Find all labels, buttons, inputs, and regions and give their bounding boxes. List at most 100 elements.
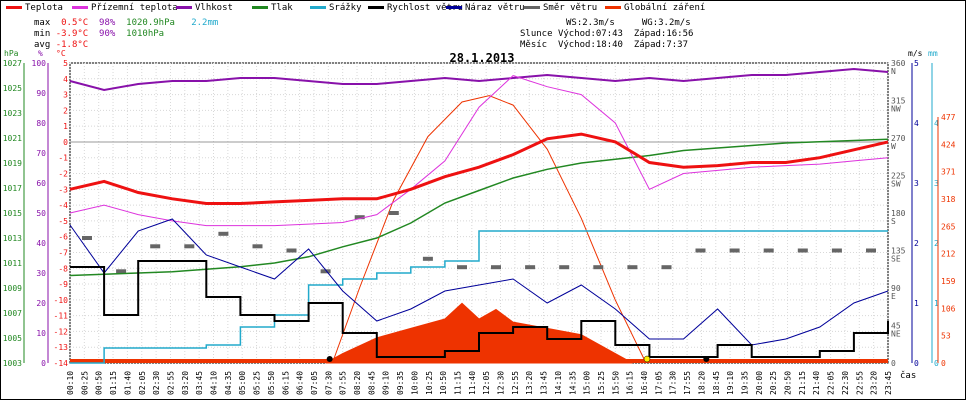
tick-label-pct: 40: [36, 239, 46, 248]
tick-label-ms: 2: [914, 239, 919, 248]
legend-swatch: [176, 6, 192, 9]
moonrise-marker: [703, 356, 710, 362]
tick-label-x: 19:35: [740, 371, 749, 395]
tick-label-dir: SW: [891, 180, 901, 189]
legend-item: Srážky: [310, 3, 362, 13]
tick-label-dir: 270: [891, 134, 906, 143]
tick-label-x: 07:05: [310, 371, 319, 395]
x-axis-label: čas: [900, 370, 916, 381]
tick-label-x: 18:45: [712, 371, 721, 395]
tick-label-x: 10:00: [410, 371, 419, 395]
tick-label-hpa: 1007: [3, 309, 22, 318]
wind-direction-mark: [627, 265, 638, 270]
stats-max-row: max 0.5°C 98% 1020.9hPa 2.2mm: [34, 18, 218, 28]
tick-label-x: 17:55: [683, 371, 692, 395]
tick-label-x: 03:20: [181, 371, 190, 395]
tick-label-hpa: 1005: [3, 334, 22, 343]
tick-label-x: 04:10: [210, 371, 219, 395]
sunset-marker: [643, 355, 651, 363]
min-pressure: 1010hPa: [126, 29, 165, 39]
tick-label-hpa: 1027: [3, 59, 22, 68]
ws-value: WS:2.3m/s: [566, 18, 615, 28]
tick-label-x: 12:30: [497, 371, 506, 395]
tick-label-ms: 4: [914, 119, 919, 128]
tick-label-hpa: 1017: [3, 184, 22, 193]
wind-direction-mark: [150, 244, 161, 249]
tick-label-dir: SE: [891, 255, 901, 264]
moon-rise: Východ:18:40: [557, 40, 623, 50]
tick-label-x: 17:30: [669, 371, 678, 395]
legend-item: Přízemní teplota: [72, 3, 178, 13]
wind-direction-mark: [354, 215, 365, 220]
series-ground-temp: [69, 75, 889, 227]
legend-item: Vlhkost: [176, 3, 233, 13]
wind-direction-mark: [491, 265, 501, 270]
wind-direction-mark: [218, 231, 229, 236]
stats-avg-row: avg -1.8°C: [34, 40, 88, 50]
tick-label-x: 17:05: [654, 371, 663, 395]
tick-label-hpa: 1021: [3, 134, 22, 143]
wind-direction-mark: [559, 265, 570, 270]
tick-label-x: 08:20: [353, 371, 362, 395]
tick-label-ms: 3: [914, 179, 919, 188]
max-humidity: 98%: [99, 18, 116, 28]
tick-label-x: 01:15: [109, 371, 118, 395]
tick-label-dir: 90: [891, 284, 901, 293]
tick-label-x: 21:40: [812, 371, 821, 395]
avg-label: avg: [34, 40, 51, 50]
tick-label-x: 16:15: [626, 371, 635, 395]
series-temperature: [69, 132, 889, 205]
tick-label-temp: -12: [54, 327, 69, 336]
series-wind-speed: [70, 260, 889, 358]
axis-label-pct: %: [38, 49, 43, 58]
series-rain: [70, 230, 888, 364]
wg-value: WG:3.2m/s: [641, 18, 691, 28]
tick-label-mm: 0: [934, 359, 939, 368]
tick-label-x: 12:05: [482, 371, 491, 395]
tick-label-hpa: 1011: [3, 259, 22, 268]
legend-item: Tlak: [252, 3, 293, 13]
tick-label-x: 14:35: [568, 371, 577, 395]
tick-label-rad: 159: [941, 277, 956, 286]
tick-label-x: 18:20: [697, 371, 706, 395]
legend-swatch: [524, 6, 540, 9]
tick-label-rad: 265: [941, 222, 956, 231]
tick-label-temp: 1: [63, 122, 68, 131]
tick-label-x: 00:10: [66, 371, 75, 395]
tick-label-dir: W: [891, 142, 896, 151]
plot-area: [69, 62, 889, 364]
wind-direction-mark: [763, 248, 774, 253]
tick-label-x: 10:50: [439, 371, 448, 395]
tick-label-x: 20:50: [784, 371, 793, 395]
tick-label-pct: 60: [36, 179, 46, 188]
legend-label: Směr větru: [543, 3, 598, 13]
rain-total: 2.2mm: [191, 18, 219, 28]
tick-label-dir: N: [891, 67, 896, 76]
tick-label-temp: 0: [63, 138, 68, 147]
tick-label-temp: -14: [54, 359, 69, 368]
tick-label-pct: 80: [36, 119, 46, 128]
tick-label-temp: 2: [63, 106, 68, 115]
legend-swatch: [310, 6, 326, 9]
tick-label-temp: 5: [63, 59, 68, 68]
tick-label-x: 20:00: [755, 371, 764, 395]
tick-label-x: 09:35: [396, 371, 405, 395]
wind-direction-mark: [866, 248, 876, 253]
tick-label-x: 03:45: [195, 371, 204, 395]
tick-label-dir: 45: [891, 322, 901, 331]
tick-label-x: 10:25: [425, 371, 434, 395]
tick-label-pct: 90: [36, 89, 46, 98]
tick-label-hpa: 1023: [3, 109, 22, 118]
tick-label-x: 04:35: [224, 371, 233, 395]
tick-label-hpa: 1013: [3, 234, 22, 243]
moon-stat: Měsíc Východ:18:40 Západ:7:37: [520, 40, 688, 50]
tick-label-temp: -10: [54, 296, 69, 305]
tick-label-hpa: 1025: [3, 84, 22, 93]
tick-label-rad: 424: [941, 140, 956, 149]
wind-direction-mark: [729, 248, 740, 253]
tick-label-x: 09:10: [382, 371, 391, 395]
tick-label-ms: 0: [914, 359, 919, 368]
tick-label-x: 02:05: [138, 371, 147, 395]
tick-label-x: 00:50: [95, 371, 104, 395]
wind-direction-mark: [252, 244, 263, 249]
